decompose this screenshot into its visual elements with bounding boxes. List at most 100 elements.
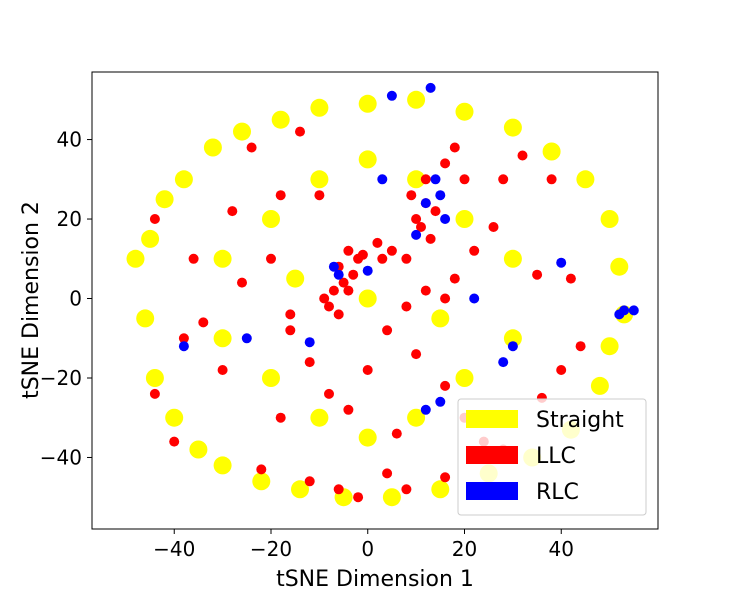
rlc-point xyxy=(469,293,480,304)
y-tick-label: −40 xyxy=(40,445,82,469)
straight-point xyxy=(271,110,290,129)
straight-point xyxy=(431,480,450,499)
straight-point xyxy=(600,210,619,228)
llc-point xyxy=(425,233,436,244)
llc-point xyxy=(430,206,441,217)
straight-point xyxy=(286,269,305,288)
x-tick-label: 40 xyxy=(549,537,574,561)
llc-point xyxy=(324,388,334,399)
y-axis: −40 −20 0 20 40 xyxy=(40,128,92,469)
straight-point xyxy=(610,257,629,276)
llc-point xyxy=(304,357,315,368)
rlc-point xyxy=(440,214,451,224)
llc-point xyxy=(256,464,267,475)
llc-point xyxy=(440,293,451,304)
llc-point xyxy=(498,174,509,185)
llc-point xyxy=(275,412,286,423)
rlc-point xyxy=(628,305,639,316)
llc-point xyxy=(386,245,397,256)
straight-point xyxy=(431,309,450,328)
llc-point xyxy=(532,269,543,280)
llc-point xyxy=(295,126,305,137)
rlc-point xyxy=(328,261,339,272)
rlc-legend-label: RLC xyxy=(536,480,579,505)
llc-point xyxy=(440,380,451,391)
straight-point xyxy=(358,94,377,113)
llc-point xyxy=(411,214,422,224)
llc-point xyxy=(178,333,189,344)
rlc-point xyxy=(435,190,446,201)
straight-point xyxy=(145,369,164,387)
llc-point xyxy=(411,349,422,360)
llc-point xyxy=(469,245,480,256)
llc-point xyxy=(556,365,567,375)
straight-point xyxy=(407,90,426,109)
llc-point xyxy=(488,222,499,232)
straight-point xyxy=(233,122,251,141)
llc-point xyxy=(440,472,451,483)
rlc-point xyxy=(425,82,436,93)
x-axis: −40 −20 0 20 40 xyxy=(153,529,574,561)
x-axis-title: tSNE Dimension 1 xyxy=(276,567,474,592)
llc-point xyxy=(353,492,364,503)
rlc-point xyxy=(619,305,630,316)
llc-point xyxy=(149,214,160,224)
llc-point xyxy=(406,190,417,201)
llc-point xyxy=(565,273,576,284)
llc-point xyxy=(227,206,238,217)
straight-point xyxy=(576,170,595,189)
rlc-point xyxy=(304,337,315,348)
straight-point xyxy=(358,428,377,447)
straight-point xyxy=(203,138,222,157)
llc-point xyxy=(348,269,359,280)
llc-point xyxy=(275,190,286,201)
straight-point xyxy=(189,440,208,459)
llc-point xyxy=(343,404,354,415)
llc-point xyxy=(304,476,315,487)
straight-legend-swatch xyxy=(466,410,518,428)
straight-point xyxy=(407,408,426,427)
rlc-point xyxy=(420,198,431,209)
rlc-point xyxy=(435,396,446,407)
llc-point xyxy=(343,245,354,256)
llc-point xyxy=(285,309,296,320)
rlc-point xyxy=(420,404,431,415)
x-tick-label: 0 xyxy=(361,537,374,561)
x-tick-label: −20 xyxy=(250,537,292,561)
llc-point xyxy=(517,150,528,161)
llc-point xyxy=(357,249,368,260)
straight-point xyxy=(252,472,271,491)
llc-point xyxy=(416,222,426,232)
llc-point xyxy=(198,317,209,328)
straight-point xyxy=(455,102,474,121)
straight-point xyxy=(174,170,193,189)
llc-point xyxy=(246,142,257,153)
llc-point xyxy=(546,174,557,185)
llc-point xyxy=(391,428,402,439)
straight-point xyxy=(407,170,426,189)
rlc-point xyxy=(411,229,422,240)
y-tick-label: −20 xyxy=(40,366,82,390)
llc-point xyxy=(420,174,431,185)
llc-point xyxy=(324,301,334,312)
llc-point xyxy=(266,253,276,264)
llc-point xyxy=(401,301,412,312)
rlc-point xyxy=(430,174,441,185)
x-tick-label: 20 xyxy=(452,537,477,561)
llc-point xyxy=(343,285,354,296)
y-axis-title: tSNE Dimension 2 xyxy=(19,201,44,399)
rlc-point xyxy=(507,341,518,352)
llc-point xyxy=(338,277,349,288)
straight-point xyxy=(358,150,377,169)
llc-point xyxy=(401,484,412,495)
llc-point xyxy=(440,158,451,169)
y-tick-label: 20 xyxy=(57,207,82,231)
straight-point xyxy=(503,118,522,137)
llc-legend-swatch xyxy=(466,446,518,464)
legend: Straight LLC RLC xyxy=(457,398,647,516)
rlc-point xyxy=(333,269,344,280)
llc-point xyxy=(575,341,586,352)
llc-point xyxy=(217,365,228,375)
y-tick-label: 0 xyxy=(69,287,82,311)
